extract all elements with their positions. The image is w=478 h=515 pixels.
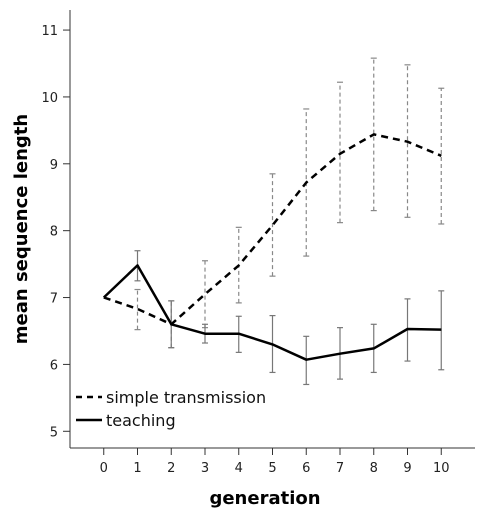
x-tick-label: 7 <box>336 461 344 476</box>
x-axis-title: generation <box>209 488 320 509</box>
error-bar-simple-transmission <box>269 173 276 277</box>
x-tick-label: 10 <box>433 461 450 476</box>
y-tick-label: 6 <box>50 358 58 373</box>
error-bar-simple-transmission <box>404 64 411 218</box>
error-bar-simple-transmission <box>134 288 141 331</box>
x-tick-label: 8 <box>370 461 378 476</box>
series-line-simple-transmission <box>103 133 442 326</box>
x-tick-label: 2 <box>167 461 175 476</box>
y-tick-label: 11 <box>41 24 58 39</box>
x-tick-label: 4 <box>235 461 243 476</box>
y-tick-label: 7 <box>50 292 58 307</box>
x-tick-label: 5 <box>268 461 276 476</box>
legend-label-teaching: teaching <box>106 411 176 430</box>
x-tick-label: 0 <box>100 461 108 476</box>
x-tick-label: 3 <box>201 461 209 476</box>
y-tick-label: 9 <box>50 158 58 173</box>
y-axis-title: mean sequence length <box>11 114 32 344</box>
error-bar-simple-transmission <box>370 57 377 212</box>
y-axis-ticks: 5 6 7 8 9 10 11 <box>41 24 70 440</box>
series-layer <box>102 57 445 386</box>
x-tick-label: 1 <box>133 461 141 476</box>
x-tick-label: 6 <box>302 461 310 476</box>
error-bar-simple-transmission <box>202 260 208 329</box>
y-tick-label: 10 <box>41 91 58 106</box>
series-line-teaching <box>102 264 442 361</box>
legend-label-simple-transmission: simple transmission <box>106 388 266 407</box>
error-bar-simple-transmission <box>438 87 445 225</box>
y-tick-label: 5 <box>50 425 58 440</box>
x-tick-label: 9 <box>403 461 411 476</box>
y-tick-label: 8 <box>50 225 58 240</box>
x-axis-ticks: 0 1 2 3 4 5 6 7 8 9 10 <box>100 448 450 476</box>
legend: simple transmission teaching <box>76 388 266 430</box>
